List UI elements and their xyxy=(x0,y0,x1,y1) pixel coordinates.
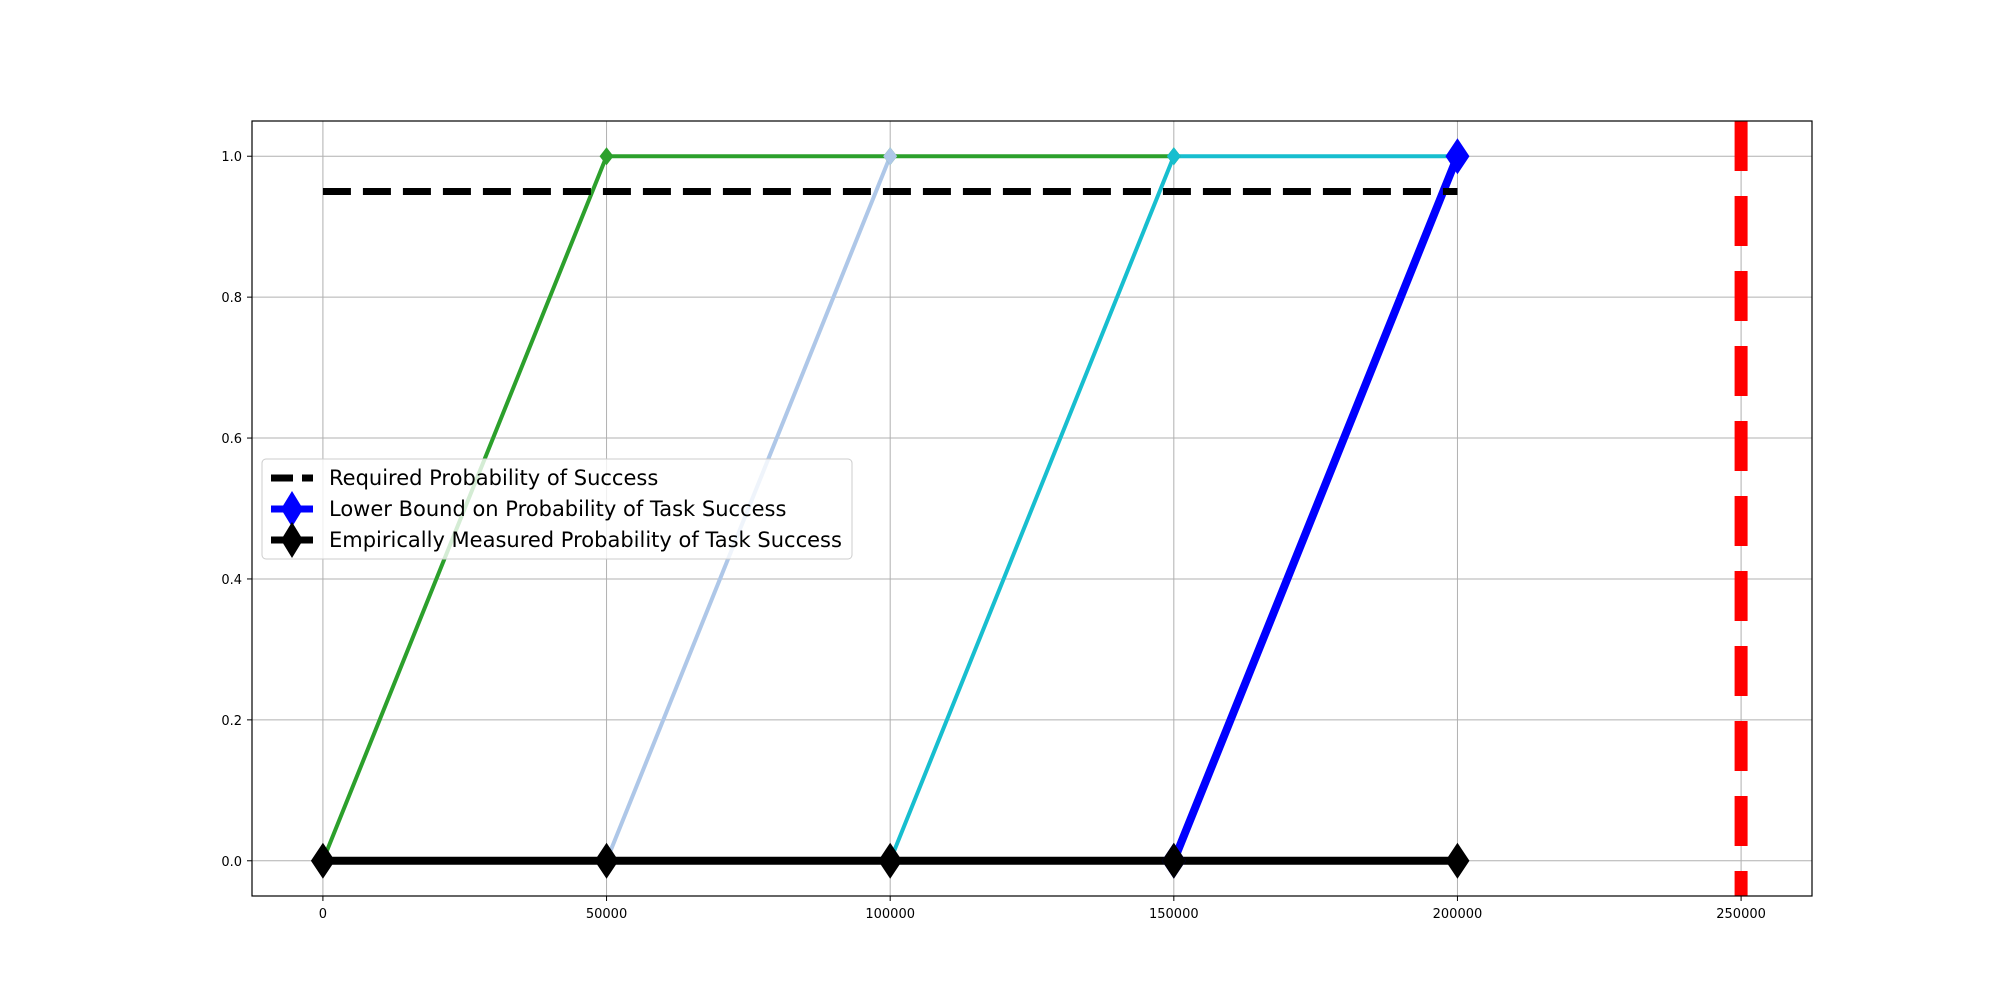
series-5-point xyxy=(1445,842,1470,879)
x-tick-label: 150000 xyxy=(1149,907,1199,922)
x-tick-label: 100000 xyxy=(865,907,915,922)
legend-label: Lower Bound on Probability of Task Succe… xyxy=(329,497,786,521)
legend-label: Empirically Measured Probability of Task… xyxy=(329,528,842,552)
x-tick-label: 50000 xyxy=(586,907,627,922)
y-tick-label: 0.8 xyxy=(221,291,242,306)
series-1-point xyxy=(599,147,614,166)
series-2-point xyxy=(883,147,898,166)
legend: Required Probability of Success Lower Bou… xyxy=(261,458,853,560)
y-tick-label: 0.6 xyxy=(221,432,242,447)
legend-label: Required Probability of Success xyxy=(329,466,658,490)
axes-frame xyxy=(251,120,1813,897)
y-tick-label: 0.2 xyxy=(221,714,242,729)
y-tick-label: 0.4 xyxy=(221,573,242,588)
series-4-point xyxy=(1445,138,1470,175)
series-5-point xyxy=(1161,842,1186,879)
series-5-point xyxy=(878,842,903,879)
series-3-point xyxy=(1166,147,1181,166)
legend-marker xyxy=(281,522,303,558)
legend-marker xyxy=(281,491,303,527)
x-tick-label: 0 xyxy=(319,907,327,922)
series-5-point xyxy=(310,842,335,879)
axis-ticks: 0 50000 100000 150000 200000 250000 0.0 0.2 0.4 0… xyxy=(221,150,1766,922)
x-tick-label: 200000 xyxy=(1433,907,1483,922)
grid xyxy=(252,121,1812,896)
y-tick-label: 1.0 xyxy=(221,150,242,165)
series-line-4 xyxy=(1170,154,1462,863)
y-tick-label: 0.0 xyxy=(221,855,242,870)
x-tick-label: 250000 xyxy=(1716,907,1766,922)
legend-box xyxy=(261,458,853,560)
series-5-point xyxy=(594,842,619,879)
